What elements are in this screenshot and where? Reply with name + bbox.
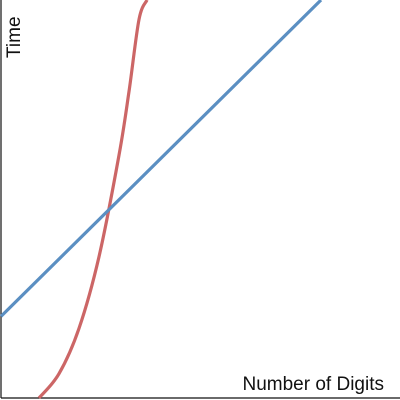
series-line-blue <box>0 0 323 318</box>
series-line-red <box>37 0 149 400</box>
series-layer <box>0 0 323 400</box>
y-axis-label: Time <box>4 16 25 58</box>
x-axis-label: Number of Digits <box>243 374 385 395</box>
